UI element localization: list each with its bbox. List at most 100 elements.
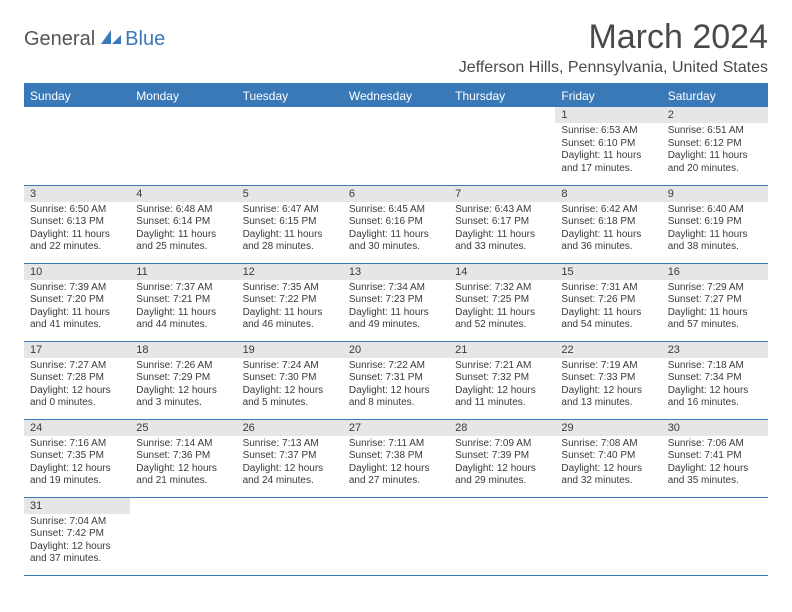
calendar-row: 1Sunrise: 6:53 AMSunset: 6:10 PMDaylight…	[24, 107, 768, 185]
sunrise-line: Sunrise: 7:16 AM	[30, 438, 124, 451]
daylight-line: Daylight: 12 hours and 32 minutes.	[561, 463, 655, 488]
sunset-line: Sunset: 7:39 PM	[455, 450, 549, 463]
sunset-line-label: Sunset:	[668, 450, 705, 461]
day-number: 13	[343, 264, 449, 280]
sunrise-line: Sunrise: 7:18 AM	[668, 360, 762, 373]
sunrise-line: Sunrise: 7:21 AM	[455, 360, 549, 373]
sunset-line-value: 6:17 PM	[492, 216, 529, 227]
calendar-cell	[130, 107, 236, 185]
daylight-line-label: Daylight:	[668, 385, 710, 396]
sunrise-line-label: Sunrise:	[243, 438, 282, 449]
day-body: Sunrise: 7:35 AMSunset: 7:22 PMDaylight:…	[237, 280, 343, 336]
day-body: Sunrise: 7:08 AMSunset: 7:40 PMDaylight:…	[555, 436, 661, 492]
daylight-line-label: Daylight:	[455, 307, 497, 318]
daylight-line-label: Daylight:	[349, 229, 391, 240]
sunrise-line: Sunrise: 7:39 AM	[30, 282, 124, 295]
sunset-line-label: Sunset:	[668, 216, 705, 227]
day-number: 11	[130, 264, 236, 280]
sunrise-line-label: Sunrise:	[349, 282, 388, 293]
calendar-cell: 11Sunrise: 7:37 AMSunset: 7:21 PMDayligh…	[130, 263, 236, 341]
daylight-line: Daylight: 12 hours and 35 minutes.	[668, 463, 762, 488]
sunset-line-label: Sunset:	[455, 294, 492, 305]
sunset-line: Sunset: 6:14 PM	[136, 216, 230, 229]
day-body: Sunrise: 7:39 AMSunset: 7:20 PMDaylight:…	[24, 280, 130, 336]
daylight-line-label: Daylight:	[561, 385, 603, 396]
daylight-line: Daylight: 11 hours and 52 minutes.	[455, 307, 549, 332]
day-number: 6	[343, 186, 449, 202]
sunrise-line-value: 7:39 AM	[69, 282, 106, 293]
daylight-line: Daylight: 12 hours and 8 minutes.	[349, 385, 443, 410]
sunset-line-value: 7:37 PM	[279, 450, 316, 461]
sunset-line: Sunset: 7:20 PM	[30, 294, 124, 307]
calendar-row: 10Sunrise: 7:39 AMSunset: 7:20 PMDayligh…	[24, 263, 768, 341]
daylight-line: Daylight: 11 hours and 54 minutes.	[561, 307, 655, 332]
sunrise-line-value: 7:19 AM	[601, 360, 638, 371]
page-subtitle: Jefferson Hills, Pennsylvania, United St…	[459, 59, 768, 77]
day-body: Sunrise: 6:48 AMSunset: 6:14 PMDaylight:…	[130, 202, 236, 258]
sunset-line: Sunset: 6:13 PM	[30, 216, 124, 229]
sunrise-line-value: 6:45 AM	[388, 204, 425, 215]
sunrise-line-label: Sunrise:	[136, 438, 175, 449]
calendar-cell	[555, 497, 661, 575]
sunrise-line-value: 7:06 AM	[707, 438, 744, 449]
sunset-line-label: Sunset:	[349, 294, 386, 305]
sunrise-line: Sunrise: 7:22 AM	[349, 360, 443, 373]
sunrise-line: Sunrise: 6:47 AM	[243, 204, 337, 217]
sunset-line: Sunset: 6:17 PM	[455, 216, 549, 229]
daylight-line: Daylight: 12 hours and 16 minutes.	[668, 385, 762, 410]
day-body: Sunrise: 7:21 AMSunset: 7:32 PMDaylight:…	[449, 358, 555, 414]
sunset-line-label: Sunset:	[30, 294, 67, 305]
sunrise-line: Sunrise: 7:34 AM	[349, 282, 443, 295]
calendar-cell: 19Sunrise: 7:24 AMSunset: 7:30 PMDayligh…	[237, 341, 343, 419]
sunrise-line: Sunrise: 6:43 AM	[455, 204, 549, 217]
daylight-line: Daylight: 11 hours and 41 minutes.	[30, 307, 124, 332]
daylight-line: Daylight: 12 hours and 29 minutes.	[455, 463, 549, 488]
sunrise-line-value: 6:47 AM	[282, 204, 319, 215]
daylight-line-label: Daylight:	[30, 385, 72, 396]
sunrise-line: Sunrise: 7:04 AM	[30, 516, 124, 529]
day-number: 28	[449, 420, 555, 436]
sunrise-line-label: Sunrise:	[455, 204, 494, 215]
day-body: Sunrise: 6:40 AMSunset: 6:19 PMDaylight:…	[662, 202, 768, 258]
day-body: Sunrise: 6:51 AMSunset: 6:12 PMDaylight:…	[662, 123, 768, 179]
sunrise-line-value: 7:11 AM	[388, 438, 424, 449]
daylight-line-label: Daylight:	[668, 150, 710, 161]
sunrise-line-label: Sunrise:	[136, 282, 175, 293]
sunrise-line: Sunrise: 7:13 AM	[243, 438, 337, 451]
dow-header: Tuesday	[237, 84, 343, 107]
sunset-line-value: 7:38 PM	[386, 450, 423, 461]
calendar-cell	[24, 107, 130, 185]
day-body: Sunrise: 7:26 AMSunset: 7:29 PMDaylight:…	[130, 358, 236, 414]
sunrise-line: Sunrise: 6:42 AM	[561, 204, 655, 217]
page-title: March 2024	[459, 18, 768, 57]
calendar-cell: 14Sunrise: 7:32 AMSunset: 7:25 PMDayligh…	[449, 263, 555, 341]
sunset-line-value: 7:31 PM	[386, 372, 423, 383]
sunrise-line: Sunrise: 7:24 AM	[243, 360, 337, 373]
sunrise-line: Sunrise: 7:31 AM	[561, 282, 655, 295]
header: General Blue March 2024 Jefferson Hills,…	[24, 18, 768, 77]
sunset-line: Sunset: 7:37 PM	[243, 450, 337, 463]
logo: General Blue	[24, 28, 165, 51]
sunset-line: Sunset: 6:16 PM	[349, 216, 443, 229]
day-body: Sunrise: 6:43 AMSunset: 6:17 PMDaylight:…	[449, 202, 555, 258]
daylight-line-label: Daylight:	[30, 229, 72, 240]
calendar-row: 17Sunrise: 7:27 AMSunset: 7:28 PMDayligh…	[24, 341, 768, 419]
day-body: Sunrise: 7:31 AMSunset: 7:26 PMDaylight:…	[555, 280, 661, 336]
sunset-line-label: Sunset:	[136, 372, 173, 383]
sunrise-line-value: 7:31 AM	[601, 282, 638, 293]
sunset-line-label: Sunset:	[136, 450, 173, 461]
sunset-line: Sunset: 6:19 PM	[668, 216, 762, 229]
sunset-line-value: 7:20 PM	[67, 294, 104, 305]
calendar-row: 3Sunrise: 6:50 AMSunset: 6:13 PMDaylight…	[24, 185, 768, 263]
calendar-cell: 31Sunrise: 7:04 AMSunset: 7:42 PMDayligh…	[24, 497, 130, 575]
day-number: 23	[662, 342, 768, 358]
sunrise-line-label: Sunrise:	[668, 438, 707, 449]
daylight-line-label: Daylight:	[243, 229, 285, 240]
calendar-cell: 9Sunrise: 6:40 AMSunset: 6:19 PMDaylight…	[662, 185, 768, 263]
sunset-line-value: 6:18 PM	[598, 216, 635, 227]
sunrise-line: Sunrise: 6:51 AM	[668, 125, 762, 138]
daylight-line: Daylight: 11 hours and 38 minutes.	[668, 229, 762, 254]
calendar-cell: 30Sunrise: 7:06 AMSunset: 7:41 PMDayligh…	[662, 419, 768, 497]
calendar-cell	[237, 107, 343, 185]
sunrise-line-label: Sunrise:	[561, 438, 600, 449]
